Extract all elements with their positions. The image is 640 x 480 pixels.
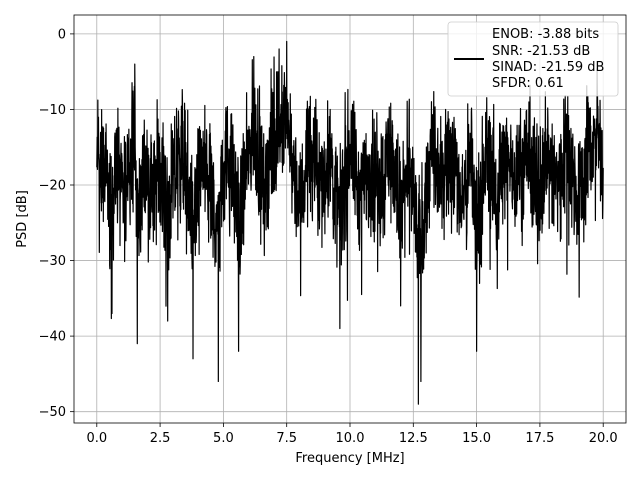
x-tick-label: 10.0	[336, 431, 365, 446]
legend-line-enob: ENOB: -3.88 bits	[492, 27, 599, 42]
x-tick-label: 17.5	[525, 431, 554, 446]
y-tick-label: −40	[39, 330, 66, 345]
series-layer	[96, 40, 604, 405]
x-axis-ticks: 0.0 2.5 5.0 7.5 10.0 12.5 15.0 17.5 20.0	[86, 423, 618, 446]
y-tick-label: −10	[39, 103, 66, 118]
y-tick-label: −30	[39, 254, 66, 269]
x-tick-label: 2.5	[150, 431, 171, 446]
legend-box	[447, 21, 619, 97]
x-axis-label: Frequency [MHz]	[295, 451, 404, 466]
x-tick-label: 15.0	[462, 431, 491, 446]
y-tick-label: −20	[39, 179, 66, 194]
legend-line-sinad: SINAD: -21.59 dB	[492, 60, 604, 75]
legend-line-sfdr: SFDR: 0.61	[492, 76, 564, 91]
y-tick-label: 0	[58, 27, 66, 42]
y-axis-ticks: 0 −10 −20 −30 −40 −50	[39, 27, 74, 420]
x-tick-label: 0.0	[86, 431, 107, 446]
x-tick-label: 5.0	[213, 431, 234, 446]
x-tick-label: 12.5	[399, 431, 428, 446]
y-axis-label: PSD [dB]	[15, 190, 30, 248]
x-tick-label: 20.0	[589, 431, 618, 446]
legend: ENOB: -3.88 bits SNR: -21.53 dB SINAD: -…	[447, 21, 619, 97]
psd-series-line	[96, 40, 604, 405]
x-tick-label: 7.5	[276, 431, 297, 446]
y-tick-label: −50	[39, 405, 66, 420]
legend-line-snr: SNR: -21.53 dB	[492, 44, 590, 59]
